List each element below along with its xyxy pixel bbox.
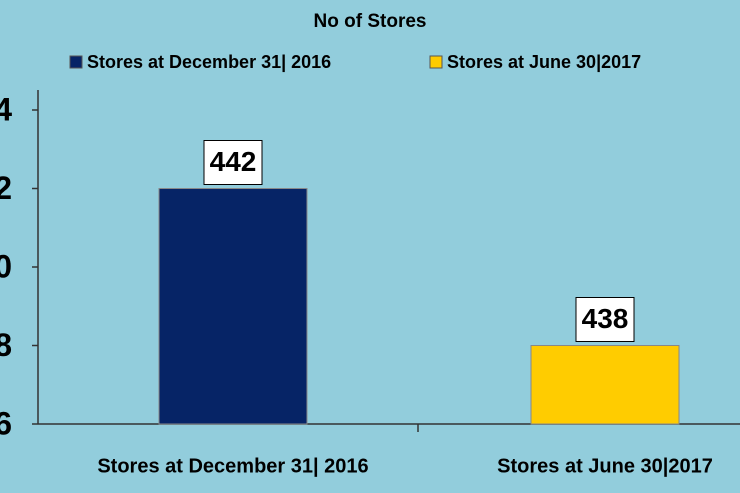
legend-label: Stores at June 30|2017 [447,52,641,72]
data-label-box [203,140,263,185]
x-tick-label: Stores at June 30|2017 [497,455,713,477]
y-tick-label: 440 [0,248,12,284]
chart-title: No of Stores [314,11,427,32]
y-tick-label: 444 [0,91,12,127]
legend-label: Stores at December 31| 2016 [87,52,331,72]
data-label: 442 [210,146,257,177]
x-tick-label: Stores at December 31| 2016 [97,455,368,477]
data-label: 438 [582,303,629,334]
data-label-box [575,297,635,342]
legend-swatch [69,55,83,69]
legend-swatch [429,55,443,69]
bar [158,188,308,425]
y-tick-label: 438 [0,327,12,363]
bar [530,345,680,425]
y-tick-label: 436 [0,405,12,441]
y-tick-label: 442 [0,170,12,206]
